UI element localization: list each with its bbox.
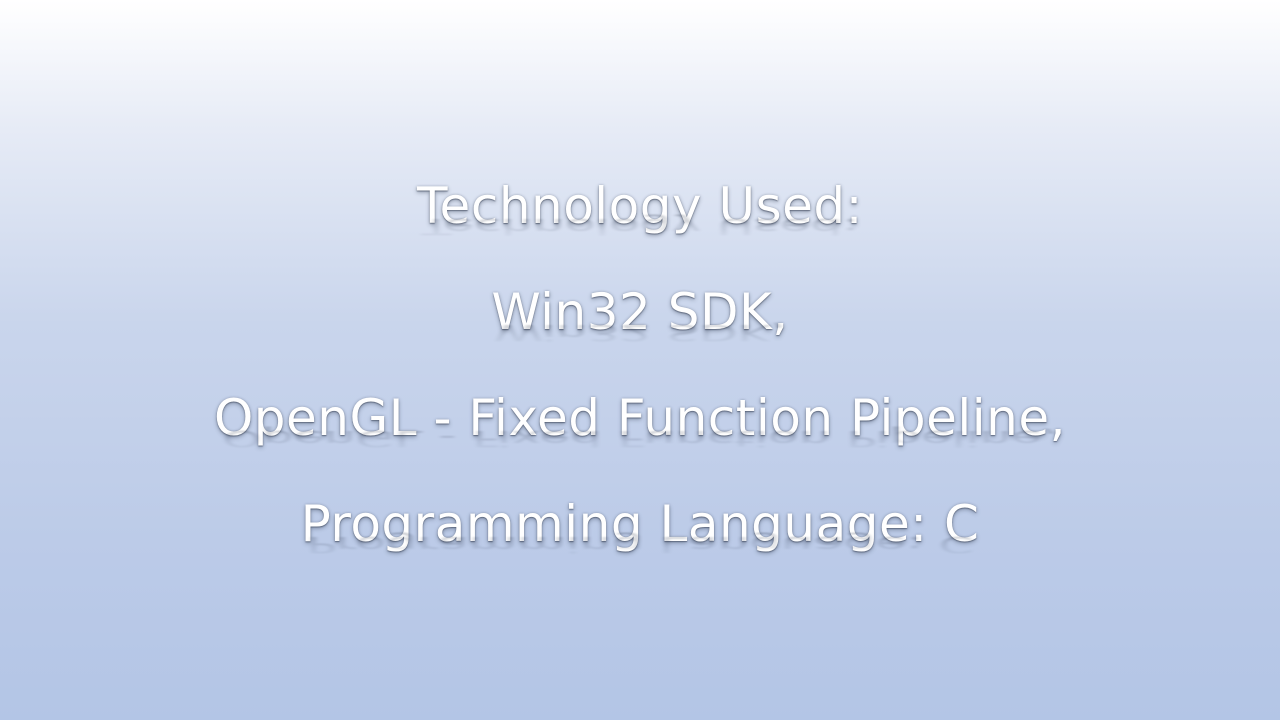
language-line-text: Programming Language: C xyxy=(300,495,980,553)
win32-line-text: Win32 SDK, xyxy=(491,283,789,341)
technology-heading: Technology Used: Technology Used: xyxy=(0,176,1280,286)
opengl-line-text: OpenGL - Fixed Function Pipeline, xyxy=(213,389,1067,447)
opengl-line: OpenGL - Fixed Function Pipeline, OpenGL… xyxy=(0,388,1280,498)
win32-line: Win32 SDK, Win32 SDK, xyxy=(0,282,1280,392)
technology-heading-reflection: Technology Used: xyxy=(421,213,859,240)
technology-heading-text: Technology Used: xyxy=(417,177,863,235)
language-line: Programming Language: C Programming Lang… xyxy=(0,494,1280,604)
opengl-line-reflection: OpenGL - Fixed Function Pipeline, xyxy=(222,425,1058,452)
language-line-reflection: Programming Language: C xyxy=(306,531,974,558)
win32-line-reflection: Win32 SDK, xyxy=(493,319,787,346)
